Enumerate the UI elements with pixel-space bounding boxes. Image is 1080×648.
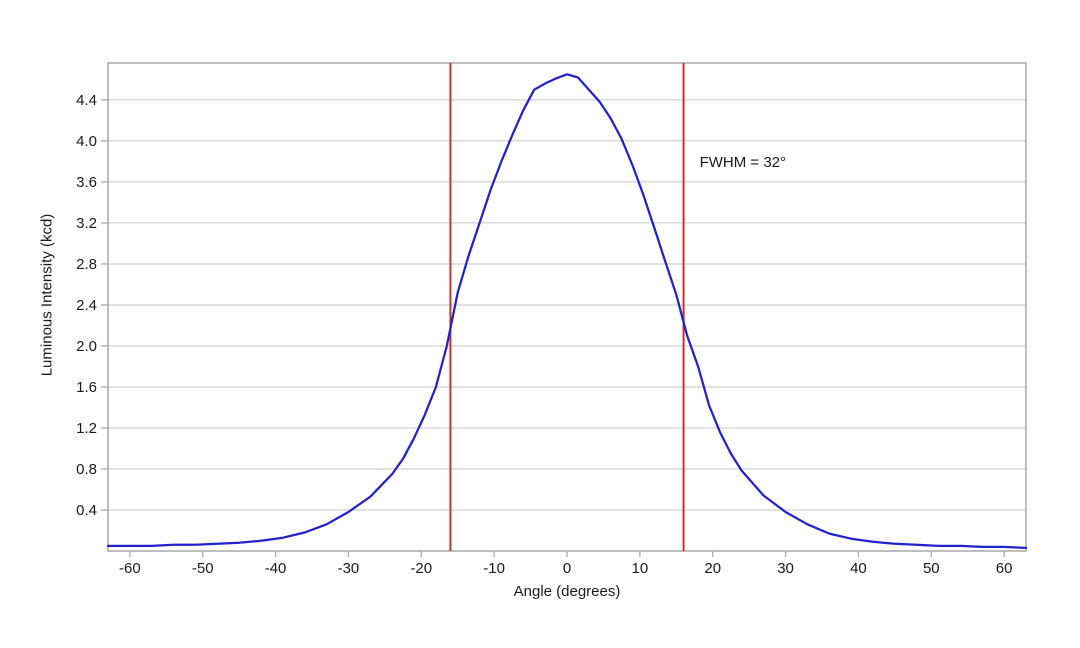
fwhm-annotation: FWHM = 32° bbox=[699, 154, 787, 172]
x-tick-label: -50 bbox=[192, 560, 214, 577]
y-tick-label: 0.8 bbox=[76, 461, 97, 478]
y-tick-label: 0.4 bbox=[76, 502, 97, 519]
x-tick-label: -30 bbox=[338, 560, 360, 577]
x-tick-labels: -60 -50 -40 -30 -20 -10 0 10 20 30 40 50 60 bbox=[119, 560, 1012, 577]
y-tick-label: 2.0 bbox=[76, 338, 97, 355]
y-tick-label: 3.2 bbox=[76, 215, 97, 232]
x-tick-label: 10 bbox=[632, 560, 649, 577]
y-tick-label: 4.4 bbox=[76, 92, 97, 109]
y-tick-label: 3.6 bbox=[76, 174, 97, 191]
x-tick-label: 40 bbox=[850, 560, 867, 577]
intensity-curve bbox=[106, 73, 1028, 550]
y-axis-ticks bbox=[101, 99, 108, 511]
x-tick-label: -60 bbox=[119, 560, 141, 577]
gridlines bbox=[108, 99, 1026, 511]
x-tick-label: 60 bbox=[996, 560, 1013, 577]
y-tick-label: 2.4 bbox=[76, 297, 97, 314]
x-tick-label: -20 bbox=[410, 560, 432, 577]
fwhm-marker-lines bbox=[449, 63, 685, 551]
plot-border bbox=[107, 62, 1027, 552]
y-tick-label: 2.8 bbox=[76, 256, 97, 273]
y-tick-label: 1.6 bbox=[76, 379, 97, 396]
y-axis-title: Luminous Intensity (kcd) bbox=[38, 213, 56, 377]
x-tick-label: 20 bbox=[704, 560, 721, 577]
x-tick-label: -10 bbox=[483, 560, 505, 577]
x-tick-label: 0 bbox=[563, 560, 571, 577]
x-axis-title: Angle (degrees) bbox=[513, 583, 621, 600]
x-tick-label: 30 bbox=[777, 560, 794, 577]
y-tick-label: 4.0 bbox=[76, 133, 97, 150]
x-axis-ticks bbox=[129, 551, 1005, 557]
y-tick-labels: 0.4 0.8 1.2 1.6 2.0 2.4 2.8 3.2 3.6 4.0 4.4 bbox=[76, 92, 97, 519]
x-tick-label: 50 bbox=[923, 560, 940, 577]
x-tick-label: -40 bbox=[265, 560, 287, 577]
y-tick-label: 1.2 bbox=[76, 420, 97, 437]
